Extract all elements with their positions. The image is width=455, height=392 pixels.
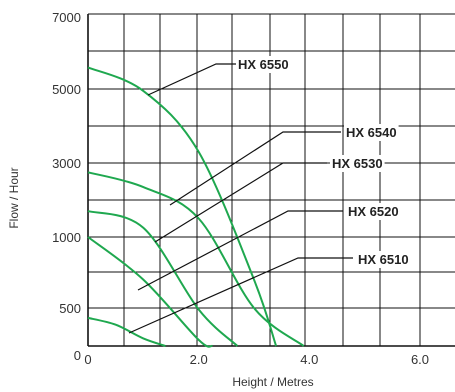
leader-line-hx-6510 <box>128 257 353 334</box>
series-label-hx-6550: HX 6550 <box>238 57 289 72</box>
series-label-hx-6530: HX 6530 <box>332 156 383 171</box>
curve-hx-6510 <box>87 316 166 347</box>
curve-hx-6520 <box>87 236 213 348</box>
series-label-bg-hx-6520 <box>346 203 401 220</box>
leader-line-hx-6550 <box>147 63 236 96</box>
series-label-bg-hx-6550 <box>236 56 291 73</box>
leader-lines: HX 6550 HX 6540 HX 6530 HX 6520 HX 6510 <box>128 56 411 334</box>
curves <box>87 66 305 348</box>
y-axis-title: Flow / Hour <box>7 167 21 228</box>
leader-line-hx-6540 <box>169 131 341 206</box>
x-axis-title: Height / Metres <box>232 375 313 389</box>
x-tick-label-0: 0 <box>84 352 91 367</box>
leader-line-hx-6530 <box>154 162 327 243</box>
curve-hx-6550 <box>87 66 278 347</box>
x-tick-label-1: 2.0 <box>190 352 208 367</box>
x-tick-label-3: 6.0 <box>411 352 429 367</box>
y-tick-label-5: 0 <box>74 348 81 363</box>
series-label-hx-6540: HX 6540 <box>346 125 397 140</box>
y-tick-label-2: 3000 <box>52 156 81 171</box>
series-label-bg-hx-6510 <box>356 251 411 268</box>
y-tick-label-0: 7000 <box>52 10 81 25</box>
curve-hx-6540 <box>87 171 305 347</box>
x-tick-label-2: 4.0 <box>300 352 318 367</box>
series-label-bg-hx-6540 <box>344 124 399 141</box>
series-label-hx-6510: HX 6510 <box>358 252 409 267</box>
grid <box>87 13 455 347</box>
curve-hx-6530 <box>87 210 239 347</box>
y-tick-label-3: 1000 <box>52 230 81 245</box>
y-tick-label-4: 500 <box>59 301 81 316</box>
series-label-hx-6520: HX 6520 <box>348 204 399 219</box>
y-tick-label-1: 5000 <box>52 82 81 97</box>
leader-line-hx-6520 <box>137 210 343 291</box>
series-label-bg-hx-6530 <box>330 155 385 172</box>
